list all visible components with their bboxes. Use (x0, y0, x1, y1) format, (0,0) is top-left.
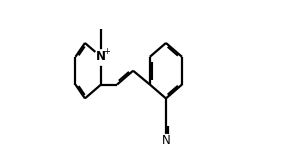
Text: +: + (103, 46, 110, 56)
Text: N: N (96, 50, 106, 63)
Text: N: N (162, 134, 170, 147)
